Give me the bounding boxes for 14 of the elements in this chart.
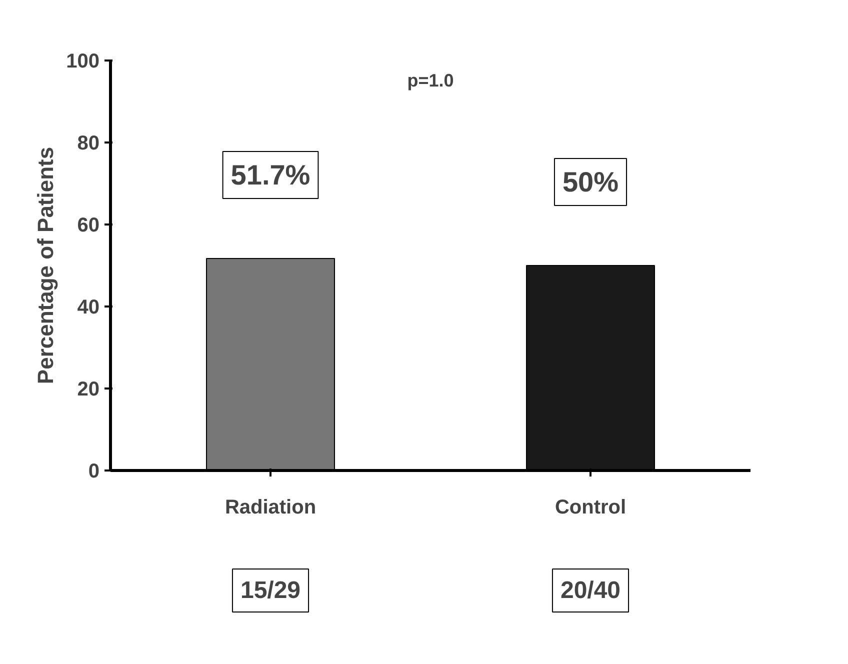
y-tick-label: 20 (77, 378, 100, 400)
text: 20/40 (560, 577, 621, 604)
annotation: p=1.0 (407, 70, 454, 90)
x-tick-label: Control (554, 496, 626, 518)
y-tick-label: 40 (77, 296, 100, 318)
y-tick-label: 80 (77, 132, 100, 154)
y-axis-title: Percentage of Patients (33, 146, 58, 384)
y-tick-label: 0 (88, 460, 100, 482)
text: 15/29 (240, 577, 301, 604)
y-tick-label: 100 (66, 50, 100, 72)
data-label: 50% (562, 166, 619, 198)
x-tick-label: Radiation (224, 496, 316, 518)
data-label: 51.7% (230, 160, 310, 191)
y-tick-label: 60 (77, 214, 100, 236)
